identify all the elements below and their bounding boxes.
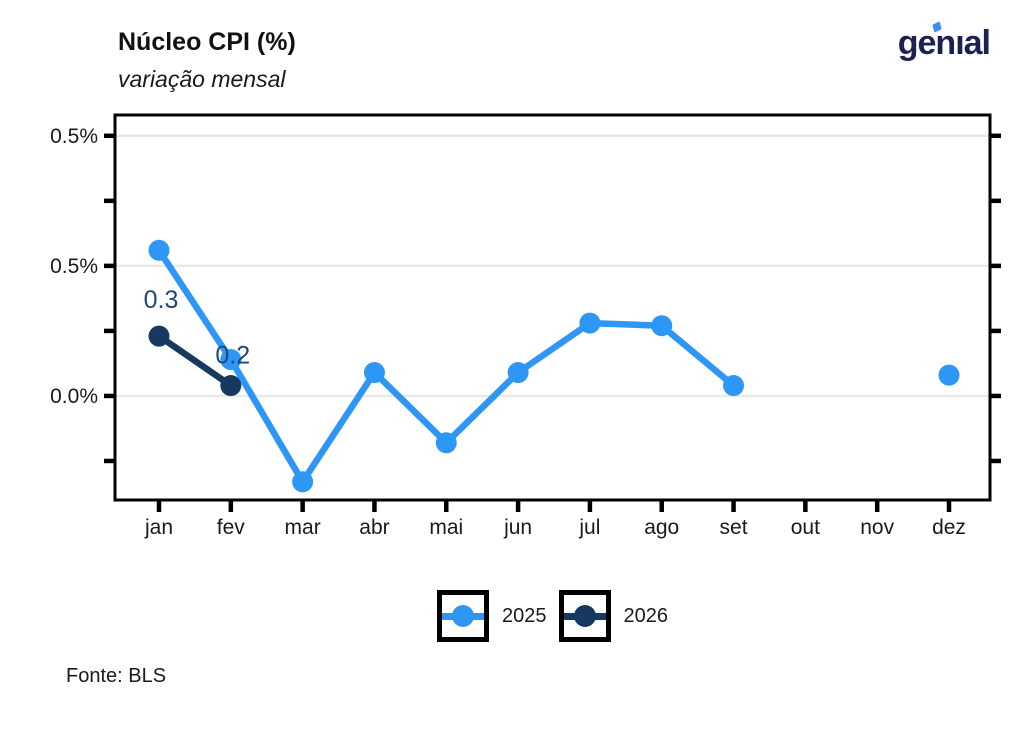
series-2025-point <box>435 432 457 454</box>
x-tick-label: mai <box>429 516 463 539</box>
x-tick-label: ago <box>644 516 679 539</box>
legend-label-2025: 2025 <box>502 604 547 627</box>
y-tick-label: 0.5% <box>50 125 98 148</box>
series-2026-point <box>220 375 242 397</box>
y-tick-label: 0.0% <box>50 385 98 408</box>
legend-item-2026: 2026 <box>558 590 669 642</box>
y-tick-label: 0.5% <box>50 255 98 278</box>
series-2026-line <box>155 332 235 389</box>
x-tick-label: out <box>791 516 820 539</box>
x-tick-label: jun <box>503 516 532 539</box>
series-2025-line <box>159 250 949 481</box>
x-tick-label: dez <box>932 516 966 539</box>
legend-item-2025: 2025 <box>437 590 547 642</box>
series-2025-point <box>579 312 601 334</box>
series-2025-point <box>148 239 170 261</box>
legend-dot-sample <box>452 605 474 627</box>
chart-subtitle: variação mensal <box>118 66 286 92</box>
legend-dot-sample <box>573 605 596 627</box>
series-2025-point <box>651 315 673 337</box>
x-tick-label: jan <box>144 516 173 539</box>
point-label: 0.2 <box>215 342 250 370</box>
source-note: Fonte: BLS <box>66 665 167 687</box>
series-2026-point <box>148 325 170 347</box>
logo-text: genıal <box>897 24 991 62</box>
x-tick-label: abr <box>359 516 389 539</box>
chart-title: Núcleo CPI (%) <box>118 28 296 56</box>
x-tick-label: jul <box>578 516 600 539</box>
legend-key-2025-icon <box>437 590 489 642</box>
point-label: 0.3 <box>144 286 179 314</box>
x-tick-label: nov <box>860 516 894 539</box>
x-tick-label: fev <box>217 516 246 539</box>
x-tick-label: set <box>720 516 748 539</box>
series-2025-point <box>938 364 960 386</box>
legend-label-2026: 2026 <box>623 604 669 627</box>
series-2025-point <box>723 375 745 397</box>
genial-logo: genıal <box>897 21 991 63</box>
x-tick-label: mar <box>285 516 321 539</box>
chart-legend: 2025 2026 <box>115 590 990 642</box>
series-2025-point <box>363 362 385 384</box>
series-2025-point <box>507 362 529 384</box>
series-2025-point <box>220 349 242 371</box>
legend-key-2026-icon <box>558 590 611 642</box>
plot-border <box>113 113 992 502</box>
series-2025-point <box>292 471 314 493</box>
